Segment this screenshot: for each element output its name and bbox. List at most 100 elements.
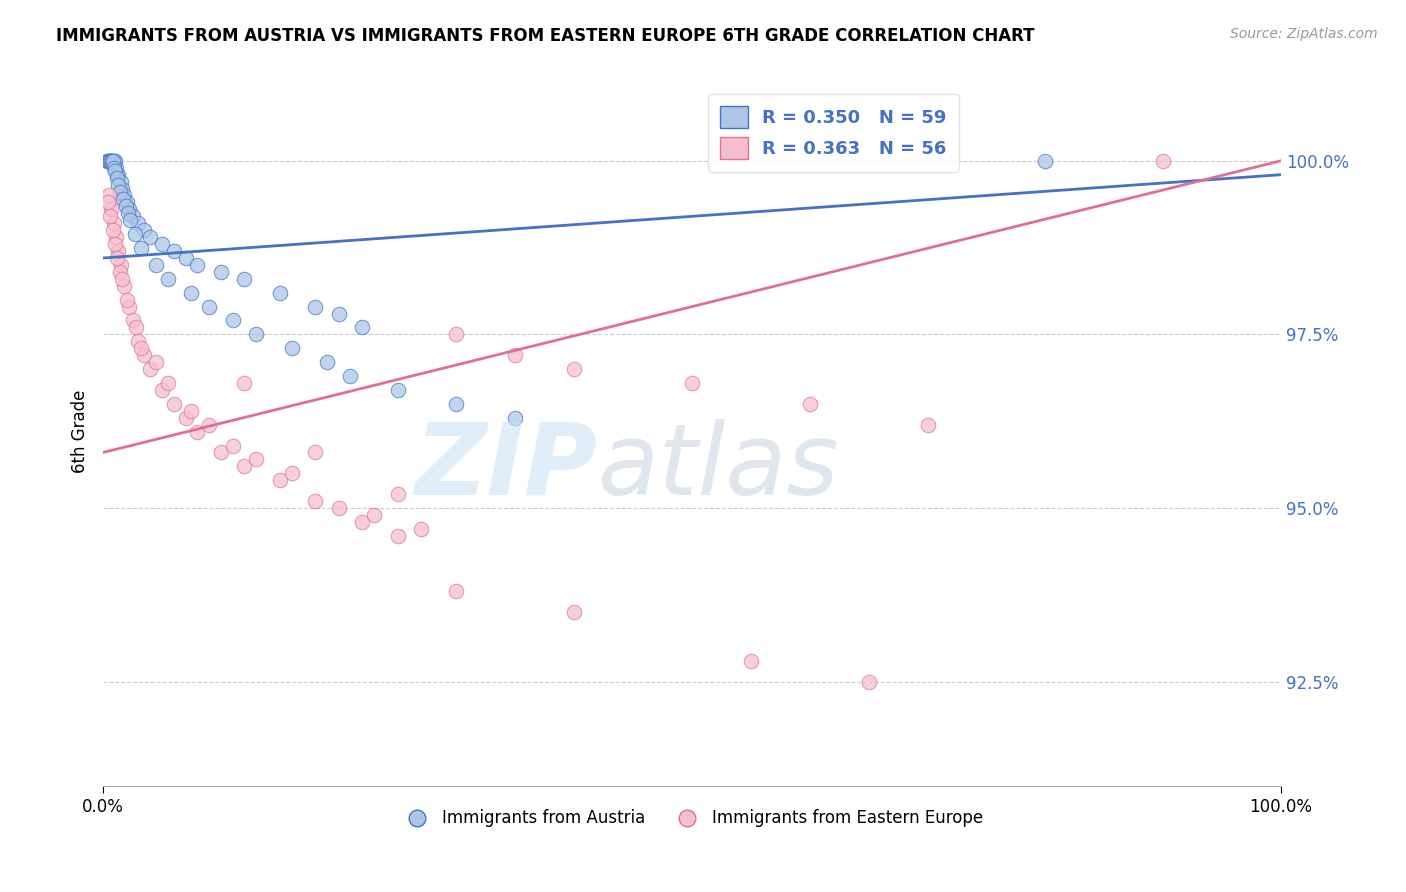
Point xyxy=(328,307,350,321)
Point xyxy=(134,223,156,237)
Point xyxy=(105,230,128,244)
Point xyxy=(127,216,149,230)
Point xyxy=(112,278,135,293)
Point xyxy=(198,300,221,314)
Text: IMMIGRANTS FROM AUSTRIA VS IMMIGRANTS FROM EASTERN EUROPE 6TH GRADE CORRELATION : IMMIGRANTS FROM AUSTRIA VS IMMIGRANTS FR… xyxy=(56,27,1035,45)
Point xyxy=(115,293,138,307)
Y-axis label: 6th Grade: 6th Grade xyxy=(72,390,89,474)
Point xyxy=(150,383,173,397)
Point xyxy=(105,171,128,186)
Point xyxy=(112,192,135,206)
Point xyxy=(156,376,179,390)
Point xyxy=(107,178,129,192)
Point xyxy=(198,417,221,432)
Point xyxy=(110,175,132,189)
Point xyxy=(145,258,167,272)
Point xyxy=(174,251,197,265)
Point xyxy=(304,494,326,508)
Point xyxy=(127,334,149,349)
Point xyxy=(917,417,939,432)
Point xyxy=(129,241,152,255)
Point xyxy=(101,153,124,168)
Point xyxy=(98,188,121,202)
Point xyxy=(100,202,122,217)
Point xyxy=(186,258,208,272)
Point xyxy=(363,508,385,522)
Point xyxy=(245,327,267,342)
Point xyxy=(139,230,162,244)
Point xyxy=(145,355,167,369)
Point xyxy=(186,425,208,439)
Point xyxy=(411,522,433,536)
Point xyxy=(118,202,141,217)
Point xyxy=(100,153,122,168)
Point xyxy=(505,348,527,362)
Point xyxy=(150,237,173,252)
Point xyxy=(115,195,138,210)
Point xyxy=(209,265,232,279)
Point xyxy=(163,397,186,411)
Point xyxy=(681,376,703,390)
Text: atlas: atlas xyxy=(598,418,839,516)
Point xyxy=(96,153,118,168)
Point xyxy=(352,515,374,529)
Point xyxy=(121,210,143,224)
Point xyxy=(505,410,527,425)
Point xyxy=(233,459,256,474)
Point xyxy=(120,212,142,227)
Point xyxy=(101,153,124,168)
Point xyxy=(97,153,120,168)
Point xyxy=(103,153,125,168)
Point xyxy=(858,674,880,689)
Point xyxy=(316,355,339,369)
Point xyxy=(98,153,121,168)
Point xyxy=(280,467,302,481)
Point xyxy=(134,348,156,362)
Point xyxy=(108,185,131,199)
Point xyxy=(125,320,148,334)
Point xyxy=(139,362,162,376)
Point xyxy=(103,216,125,230)
Point xyxy=(105,168,128,182)
Point xyxy=(108,265,131,279)
Point xyxy=(104,164,127,178)
Point xyxy=(446,584,468,599)
Point xyxy=(107,168,129,182)
Point xyxy=(328,501,350,516)
Point xyxy=(111,272,134,286)
Point xyxy=(387,487,409,501)
Point xyxy=(121,313,143,327)
Text: Source: ZipAtlas.com: Source: ZipAtlas.com xyxy=(1230,27,1378,41)
Point xyxy=(269,285,291,300)
Point xyxy=(117,206,139,220)
Point xyxy=(98,210,121,224)
Point xyxy=(799,397,821,411)
Point xyxy=(100,153,122,168)
Point xyxy=(221,313,243,327)
Point xyxy=(304,300,326,314)
Point xyxy=(269,473,291,487)
Point xyxy=(112,188,135,202)
Point xyxy=(446,327,468,342)
Point xyxy=(163,244,186,258)
Point xyxy=(107,244,129,258)
Point xyxy=(1152,153,1174,168)
Point xyxy=(221,438,243,452)
Point xyxy=(180,285,202,300)
Point xyxy=(129,341,152,355)
Point xyxy=(98,153,121,168)
Point xyxy=(97,195,120,210)
Point xyxy=(180,404,202,418)
Point xyxy=(280,341,302,355)
Point xyxy=(103,161,125,175)
Point xyxy=(562,362,585,376)
Point xyxy=(98,153,121,168)
Point xyxy=(124,227,146,241)
Point xyxy=(105,161,128,175)
Legend: Immigrants from Austria, Immigrants from Eastern Europe: Immigrants from Austria, Immigrants from… xyxy=(394,803,990,834)
Point xyxy=(1035,153,1057,168)
Point xyxy=(110,258,132,272)
Point xyxy=(446,397,468,411)
Point xyxy=(387,383,409,397)
Point xyxy=(118,300,141,314)
